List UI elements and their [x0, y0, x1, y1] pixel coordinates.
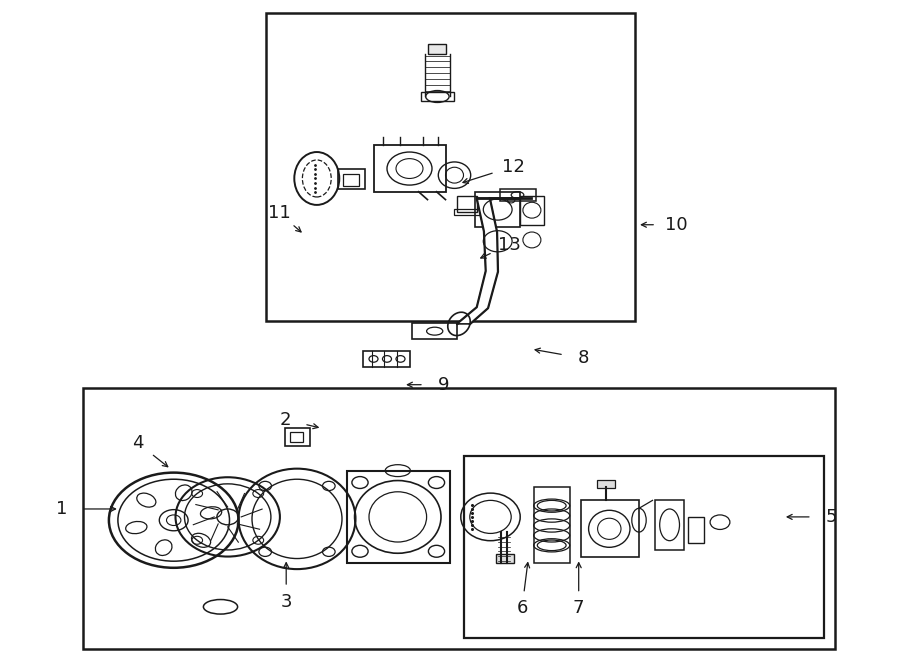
Text: 4: 4 — [132, 434, 143, 452]
FancyBboxPatch shape — [597, 480, 615, 488]
FancyBboxPatch shape — [428, 44, 446, 54]
FancyBboxPatch shape — [496, 554, 514, 563]
Text: 2: 2 — [280, 410, 291, 429]
Text: 8: 8 — [578, 349, 589, 368]
Text: 5: 5 — [826, 508, 837, 526]
Text: 13: 13 — [498, 235, 521, 254]
Text: 10: 10 — [664, 215, 688, 234]
Text: 11: 11 — [267, 204, 291, 222]
Text: 6: 6 — [517, 599, 527, 617]
Text: 12: 12 — [501, 157, 525, 176]
Text: 9: 9 — [438, 375, 449, 394]
Text: 3: 3 — [281, 592, 292, 611]
Text: 1: 1 — [56, 500, 67, 518]
Text: 7: 7 — [573, 599, 584, 617]
Polygon shape — [457, 198, 498, 324]
